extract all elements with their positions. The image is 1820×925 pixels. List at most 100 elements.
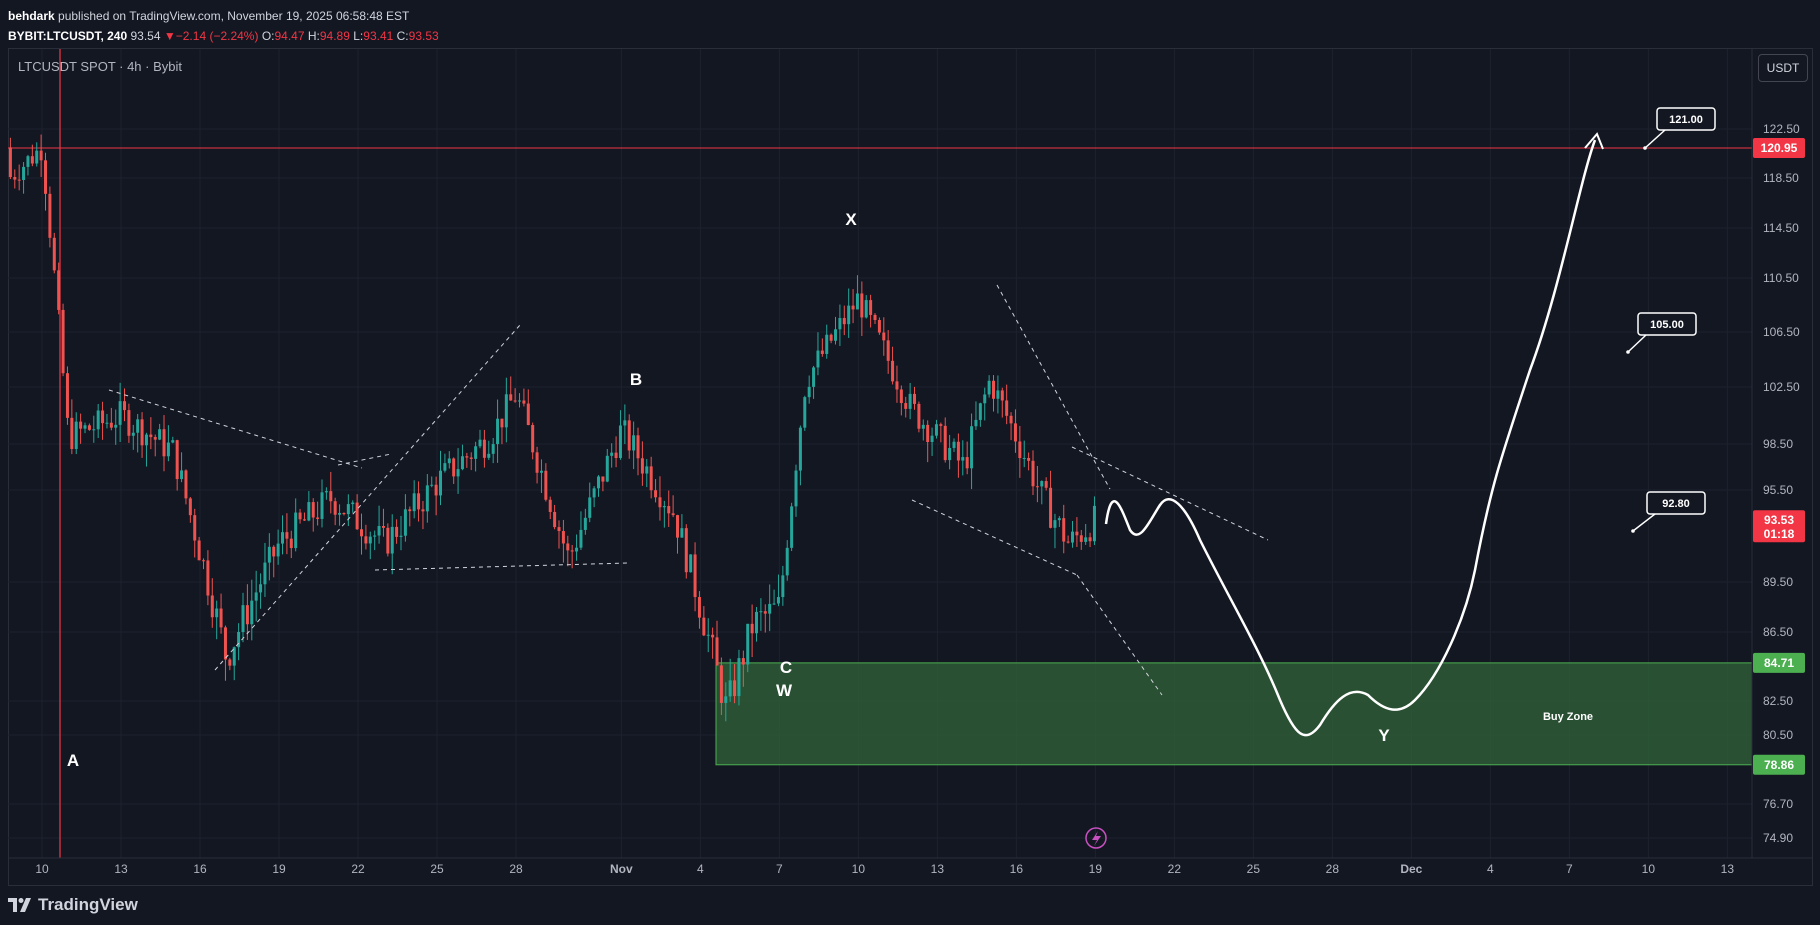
candle-body	[658, 497, 662, 508]
pattern-trendline[interactable]	[337, 453, 392, 466]
candle-body	[232, 647, 236, 666]
candle-body	[298, 512, 302, 520]
target-box[interactable]	[1646, 491, 1706, 515]
pattern-trendline[interactable]	[214, 324, 521, 671]
zone-top-tag: 84.71	[1764, 656, 1794, 670]
alert-icon[interactable]	[1085, 827, 1107, 849]
candle-body	[87, 425, 91, 430]
candle-body	[478, 439, 482, 447]
candle-body	[807, 386, 811, 398]
candle-body	[623, 420, 627, 426]
candle-body	[184, 470, 188, 499]
ohlc-line: BYBIT:LTCUSDT, 240 93.54 ▼−2.14 (−2.24%)…	[8, 26, 439, 46]
candle-body	[1084, 537, 1088, 542]
time-tick-label: 19	[272, 862, 286, 876]
last-price: 93.54	[130, 29, 161, 43]
pattern-trendline[interactable]	[996, 284, 1111, 490]
candle-body	[719, 665, 723, 703]
currency-button[interactable]: USDT	[1758, 54, 1808, 82]
candle-body	[820, 350, 824, 354]
candle-body	[386, 527, 390, 554]
candle-body	[531, 425, 535, 453]
candle-body	[355, 502, 359, 530]
candle-body	[733, 680, 737, 697]
candle-body	[1031, 460, 1035, 487]
candle-body	[1013, 423, 1017, 442]
candle-body	[860, 293, 864, 318]
time-tick-label: 13	[931, 862, 945, 876]
last-price-tag-bg	[1753, 510, 1805, 543]
wave-label: W	[776, 681, 793, 700]
down-arrow-icon: ▼	[163, 29, 176, 43]
candle-body	[39, 150, 43, 161]
price-tick-label: 95.50	[1763, 483, 1793, 497]
price-tick-label: 86.50	[1763, 625, 1793, 639]
candle-body	[83, 425, 87, 429]
publish-header: behdark published on TradingView.com, No…	[8, 6, 439, 46]
candle-body	[1035, 486, 1039, 488]
pattern-trendline[interactable]	[1071, 446, 1269, 541]
candle-body	[105, 422, 109, 424]
candle-body	[447, 458, 451, 464]
candle-body	[215, 608, 219, 618]
candle-body	[206, 560, 210, 596]
author-name[interactable]: behdark	[8, 9, 55, 23]
target-box[interactable]	[1637, 312, 1697, 336]
candle-body	[627, 420, 631, 451]
pattern-trendline[interactable]	[374, 562, 629, 571]
candle-body	[153, 437, 157, 440]
time-tick-label: 4	[697, 862, 704, 876]
pattern-trendline[interactable]	[1076, 574, 1163, 696]
time-tick-label: 28	[509, 862, 523, 876]
candle-body	[518, 400, 522, 402]
candle-body	[697, 597, 701, 618]
candle-body	[970, 426, 974, 469]
candle-body	[228, 659, 232, 666]
candle-body	[289, 538, 293, 549]
candle-body	[983, 394, 987, 404]
candle-body	[605, 455, 609, 482]
target-pointer	[1644, 129, 1666, 149]
candle-body	[759, 611, 763, 613]
time-tick-label: 10	[1642, 862, 1656, 876]
candle-body	[92, 429, 96, 431]
projected-path[interactable]	[1104, 139, 1597, 737]
candle-body	[52, 237, 56, 271]
candle-body	[640, 458, 644, 474]
candle-body	[1049, 487, 1053, 528]
candle-body	[1088, 537, 1092, 542]
candle-body	[267, 546, 271, 563]
candle-body	[425, 485, 429, 512]
candle-body	[360, 529, 364, 537]
target-box[interactable]	[1656, 107, 1716, 131]
candle-body	[570, 550, 574, 552]
target-label: 121.00	[1669, 114, 1703, 126]
price-tick-label: 110.50	[1763, 271, 1799, 285]
candle-body	[763, 611, 767, 614]
candle-body	[1027, 457, 1031, 461]
candle-body	[302, 519, 306, 521]
candle-body	[1009, 415, 1013, 424]
time-tick-label: 10	[35, 862, 49, 876]
candle-body	[908, 393, 912, 409]
candle-body	[281, 532, 285, 544]
price-tick-label: 76.70	[1763, 797, 1793, 811]
chart-frame[interactable]	[8, 48, 1813, 886]
candle-body	[592, 488, 596, 498]
candle-body	[1062, 518, 1066, 542]
candle-body	[785, 547, 789, 576]
candle-body	[566, 543, 570, 551]
candle-body	[210, 595, 214, 618]
tradingview-brand[interactable]: TradingView	[38, 895, 138, 914]
wave-label: C	[780, 658, 792, 677]
tradingview-logo-icon	[8, 898, 31, 912]
publish-text: published on TradingView.com, November 1…	[58, 9, 410, 23]
candle-body	[877, 320, 881, 333]
buy-zone[interactable]	[715, 662, 1753, 766]
candle-body	[250, 600, 254, 625]
pattern-trendline[interactable]	[911, 499, 1078, 576]
candle-body	[1053, 520, 1057, 528]
candle-body	[294, 512, 298, 549]
candle-body	[588, 497, 592, 518]
